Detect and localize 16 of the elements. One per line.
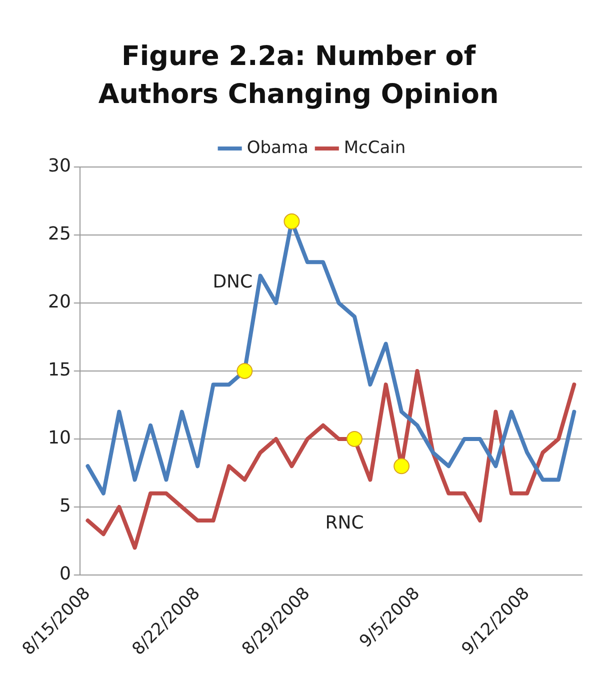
- chart-title: Figure 2.2a: Number of Authors Changing Opinion: [97, 40, 500, 112]
- point: [394, 458, 410, 474]
- annotation: RNC: [325, 512, 364, 534]
- point: [236, 362, 253, 379]
- y-tick-label: 15: [48, 360, 71, 381]
- legend-label: McCain: [344, 138, 406, 158]
- y-tick-label: 0: [59, 564, 71, 585]
- annotation: DNC: [212, 272, 253, 293]
- y-tick-label: 20: [48, 292, 71, 313]
- y-tick-label: 25: [48, 224, 71, 245]
- point: [346, 430, 362, 447]
- legend-label: Obama: [246, 138, 308, 158]
- point: [284, 213, 300, 230]
- y-tick-label: 5: [59, 496, 71, 517]
- y-tick-label: 30: [48, 156, 71, 177]
- y-tick-label: 10: [48, 428, 71, 449]
